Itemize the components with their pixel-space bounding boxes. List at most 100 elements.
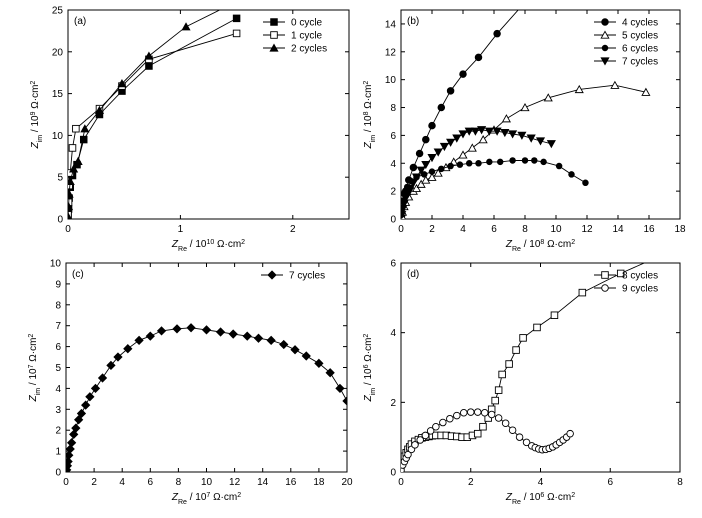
data-point [433,148,443,157]
legend-marker [600,30,610,39]
plot-frame [65,262,348,473]
data-point [411,173,422,182]
legend-marker [600,57,610,66]
legend-label: 5 cycles [622,31,658,42]
data-point [403,190,413,199]
data-point [73,156,83,165]
data-point [521,157,529,164]
plot-area [66,323,347,472]
data-point [79,135,88,144]
y-tick-label: 0 [390,468,396,479]
legend-label: 7 cycles [289,271,325,282]
plot-area [68,10,241,219]
data-point [301,351,311,361]
data-point [201,325,212,335]
data-point [242,331,252,341]
legend-marker [269,43,279,52]
data-point [500,128,510,138]
data-point [66,456,73,467]
data-point [467,408,475,416]
data-point [134,335,144,345]
data-point [85,392,95,402]
x-tick-label: 8 [176,477,182,488]
data-point [517,131,527,140]
data-point [505,360,513,368]
x-tick-label: 4 [119,477,125,488]
y-tick-label: 10 [50,259,62,270]
data-point [215,327,226,337]
legend-label: 7 cycles [622,57,658,68]
data-point [459,70,467,78]
x-tick-label: 18 [674,224,686,235]
data-point [123,344,133,354]
y-tick-label: 4 [390,159,396,170]
data-point [432,422,440,431]
y-tick-label: 9 [55,279,61,290]
data-point [464,127,474,136]
data-point [72,124,80,133]
x-tick-label: 6 [607,477,613,488]
data-point [314,358,324,368]
data-point [496,158,504,166]
legend-marker [601,271,609,279]
data-point [610,80,620,89]
y-tick-label: 3 [55,405,61,416]
x-tick-label: 10 [550,224,562,235]
data-point [428,121,436,130]
data-point [493,29,501,38]
y-tick-label: 2 [390,187,396,198]
y-tick-label: 6 [390,259,396,270]
x-tick-label: 14 [612,224,624,235]
data-point [574,84,584,94]
data-point [76,408,87,419]
data-point [479,422,487,431]
data-point [484,127,494,136]
data-point [446,87,455,95]
series-line-2 [68,10,221,217]
data-point [156,326,167,336]
legend-marker [601,284,609,292]
data-point [446,138,456,147]
legend-label: 6 cycles [622,44,658,55]
data-point [404,450,412,459]
panel-label: (a) [74,16,86,27]
data-point [66,450,74,460]
y-tick-label: 5 [55,363,61,374]
legend-label: 0 cycle [291,18,323,29]
data-point [456,161,464,168]
legend-marker [270,18,278,26]
x-tick-label: 2 [91,477,97,488]
data-point [228,329,238,339]
legend-marker [601,18,609,26]
data-point [526,134,536,143]
data-point [106,360,116,371]
x-tick-label: 8 [522,224,528,235]
legend-label: 8 cycles [622,271,658,282]
x-tick-label: 0 [65,224,71,235]
panel-label: (b) [407,16,419,27]
data-point [69,164,79,173]
data-point [421,431,430,440]
legend-label: 4 cycles [622,18,658,29]
data-point [405,184,415,193]
x-tick-label: 14 [257,477,269,488]
data-point [416,166,426,175]
plot-area [401,10,651,219]
data-point [232,29,241,38]
data-point [438,165,445,173]
data-point [648,263,656,264]
data-point [546,140,556,149]
data-point [74,415,84,425]
x-tick-label: 6 [148,477,154,488]
data-point [71,423,81,433]
y-tick-label: 20 [52,47,64,58]
data-point [172,324,182,334]
data-point [486,158,493,166]
data-point [501,419,510,427]
y-tick-label: 8 [390,103,396,114]
data-point [453,411,461,420]
x-tick-label: 20 [341,477,353,488]
data-point [113,352,123,362]
